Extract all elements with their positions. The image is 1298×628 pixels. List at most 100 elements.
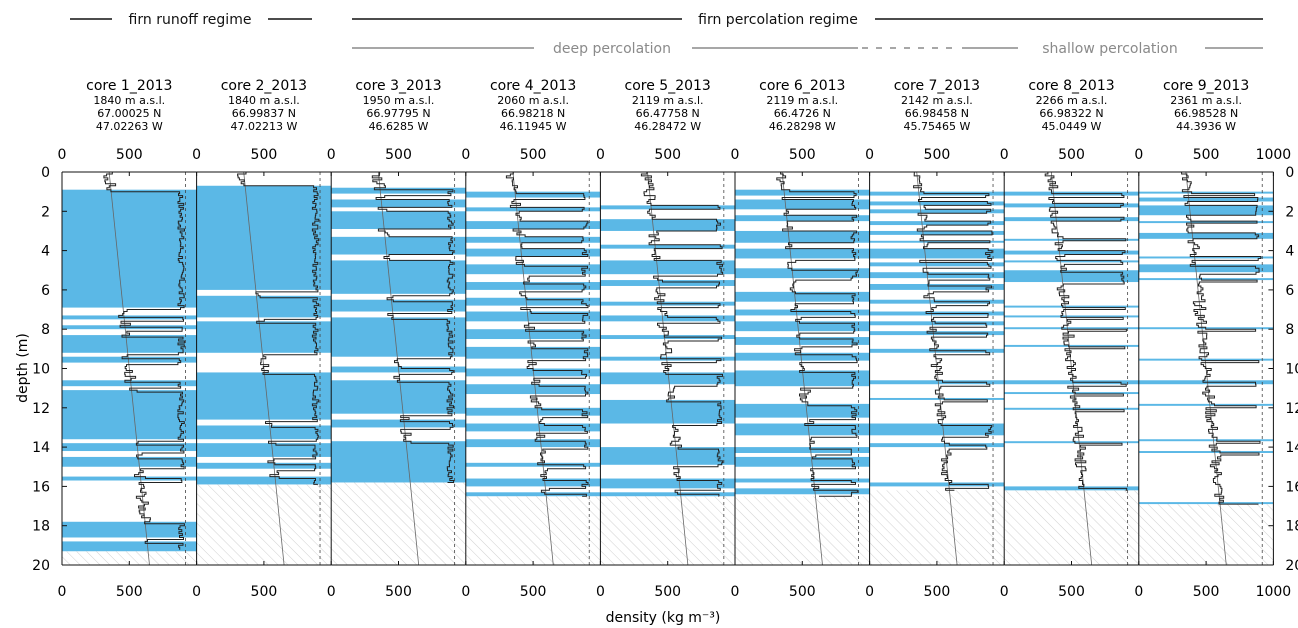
- ice-layer: [196, 321, 332, 353]
- y-tick-label-right: 8: [1285, 322, 1294, 338]
- y-tick-label-left: 4: [41, 244, 50, 260]
- ice-layer: [331, 187, 466, 194]
- ice-layer: [1004, 441, 1139, 444]
- y-tick-label-left: 16: [32, 479, 50, 495]
- ice-layer: [735, 199, 870, 210]
- ice-layer: [465, 492, 601, 497]
- core-latitude: 67.00025 N: [97, 107, 161, 120]
- ice-layer: [600, 492, 735, 497]
- core-latitude: 66.47758 N: [636, 107, 700, 120]
- core-name: core 7_2013: [894, 78, 980, 94]
- y-tick-label-right: 0: [1285, 165, 1294, 181]
- ice-layer: [331, 419, 466, 428]
- x-tick-label-top: 0: [192, 147, 201, 163]
- ice-layer: [331, 260, 466, 294]
- core-latitude: 66.98322 N: [1039, 107, 1103, 120]
- core-latitude: 66.99837 N: [232, 107, 296, 120]
- y-tick-label-left: 20: [32, 558, 50, 574]
- ice-layer: [62, 541, 197, 552]
- ice-layer: [1004, 305, 1139, 308]
- x-tick-label-bottom: 0: [865, 584, 874, 600]
- ice-layer: [196, 185, 332, 290]
- x-tick-label-bottom: 0: [596, 584, 605, 600]
- ice-layer: [62, 356, 197, 363]
- core-name: core 5_2013: [625, 78, 711, 94]
- ice-layer: [62, 335, 197, 353]
- ice-layer: [1004, 486, 1139, 491]
- density-profile: [103, 172, 185, 550]
- ice-layer: [465, 311, 601, 322]
- x-axis-label: density (kg m⁻³): [606, 610, 721, 626]
- ice-layer: [465, 439, 601, 448]
- ice-layer: [735, 370, 870, 387]
- ice-layer: [735, 248, 870, 259]
- ice-layer: [331, 317, 466, 357]
- ice-layer: [465, 207, 601, 212]
- y-tick-label-right: 10: [1285, 362, 1298, 378]
- x-tick-label-bottom: 500: [924, 584, 951, 600]
- regime-header: firn runoff regime firn percolation regi…: [70, 12, 1263, 57]
- y-tick-label-left: 8: [41, 322, 50, 338]
- core-elevation: 2266 m a.s.l.: [1036, 94, 1108, 107]
- ice-layer: [869, 397, 1005, 400]
- no-data-hatch: [1004, 490, 1139, 565]
- ice-layer: [735, 423, 870, 436]
- core-name: core 4_2013: [490, 78, 576, 94]
- core-elevation: 2361 m a.s.l.: [1170, 94, 1242, 107]
- ice-layer: [1004, 327, 1139, 330]
- x-tick-label-top: 500: [1058, 147, 1085, 163]
- x-tick-label-top: 500: [251, 147, 278, 163]
- ice-layer: [600, 280, 735, 286]
- core-elevation: 2060 m a.s.l.: [497, 94, 569, 107]
- ice-layer: [1004, 203, 1139, 208]
- ice-layer: [196, 295, 332, 318]
- x-tick-label-top: 500: [924, 147, 951, 163]
- ice-layer: [1138, 256, 1274, 259]
- x-tick-label-top: 500: [116, 147, 143, 163]
- ice-layer: [62, 443, 197, 452]
- ice-layer: [1004, 407, 1139, 410]
- ice-layer: [735, 337, 870, 345]
- density-profile: [1181, 172, 1262, 505]
- ice-layer: [465, 297, 601, 306]
- core-longitude: 45.0449 W: [1042, 120, 1102, 133]
- ice-layer: [465, 478, 601, 487]
- ice-layer: [1138, 403, 1274, 406]
- core-longitude: 46.28298 W: [769, 120, 836, 133]
- x-tick-label-top: 0: [1000, 147, 1009, 163]
- ice-layer: [735, 488, 870, 495]
- core-name: core 1_2013: [86, 78, 172, 94]
- ice-layer: [735, 403, 870, 418]
- x-tick-label-top: 0: [58, 147, 67, 163]
- ice-layer: [62, 456, 197, 467]
- x-tick-label-bottom: 500: [1193, 584, 1220, 600]
- core-elevation: 2119 m a.s.l.: [766, 94, 838, 107]
- ice-layer: [869, 482, 1005, 487]
- ice-layer: [465, 384, 601, 395]
- y-tick-label-left: 0: [41, 165, 50, 181]
- x-tick-label-bottom: 500: [654, 584, 681, 600]
- ice-layer: [331, 236, 466, 255]
- core-longitude: 44.3936 W: [1176, 120, 1236, 133]
- core-latitude: 66.97795 N: [366, 107, 430, 120]
- ice-layer: [465, 462, 601, 467]
- x-tick-label-top: 0: [596, 147, 605, 163]
- ice-layer: [735, 268, 870, 279]
- x-tick-label-top: 500: [1193, 147, 1220, 163]
- ice-layer: [1138, 278, 1274, 281]
- x-tick-label-bottom: 0: [58, 584, 67, 600]
- ice-layer: [600, 260, 735, 275]
- x-tick-label-top: 0: [327, 147, 336, 163]
- x-tick-label-bottom: 500: [251, 584, 278, 600]
- y-tick-label-left: 6: [41, 283, 50, 299]
- x-tick-label-top: 0: [731, 147, 740, 163]
- x-tick-label-bottom: 0: [327, 584, 336, 600]
- x-tick-label-top: 500: [654, 147, 681, 163]
- ice-layer: [465, 423, 601, 432]
- ice-layer: [735, 215, 870, 222]
